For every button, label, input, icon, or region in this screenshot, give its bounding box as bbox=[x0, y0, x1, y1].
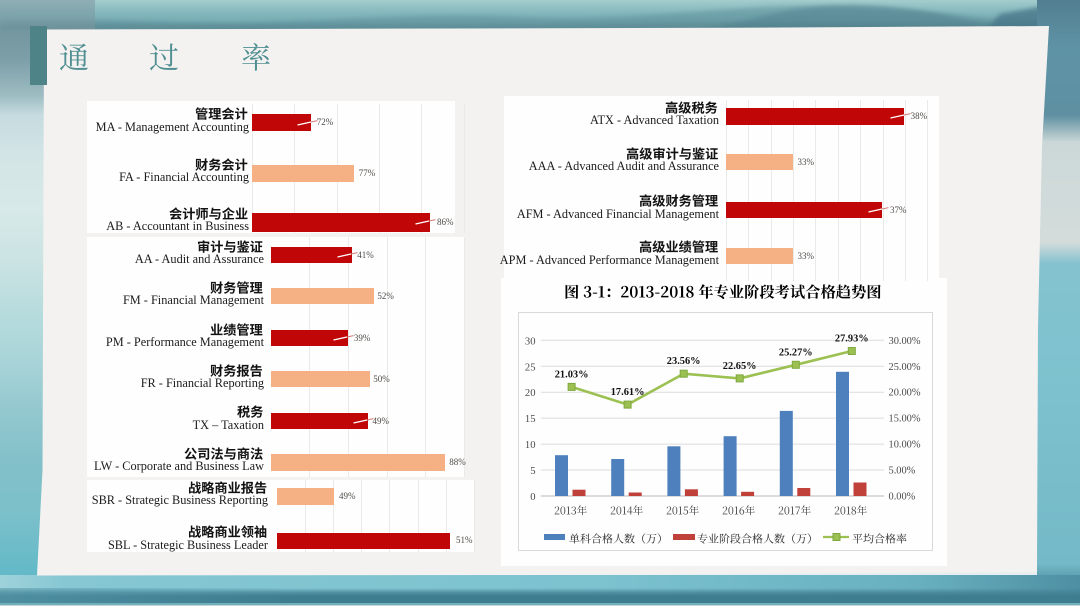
svg-text:0.00%: 0.00% bbox=[889, 492, 916, 503]
svg-text:21.03%: 21.03% bbox=[555, 369, 589, 380]
svg-text:25.00%: 25.00% bbox=[889, 362, 921, 373]
svg-text:20.00%: 20.00% bbox=[889, 388, 921, 399]
svg-text:30: 30 bbox=[525, 336, 536, 347]
svg-text:30.00%: 30.00% bbox=[889, 336, 921, 347]
svg-text:25: 25 bbox=[525, 362, 536, 373]
svg-text:15: 15 bbox=[525, 414, 536, 425]
svg-text:10.00%: 10.00% bbox=[889, 440, 921, 451]
svg-text:22.65%: 22.65% bbox=[723, 361, 757, 372]
svg-text:5.00%: 5.00% bbox=[889, 466, 916, 477]
svg-text:15.00%: 15.00% bbox=[889, 414, 921, 425]
svg-text:23.56%: 23.56% bbox=[667, 356, 701, 367]
svg-text:17.61%: 17.61% bbox=[611, 387, 645, 398]
svg-text:25.27%: 25.27% bbox=[779, 347, 813, 358]
svg-text:10: 10 bbox=[525, 440, 536, 451]
svg-text:0: 0 bbox=[530, 492, 535, 503]
svg-text:27.93%: 27.93% bbox=[835, 334, 869, 345]
svg-text:20: 20 bbox=[525, 388, 536, 399]
svg-text:5: 5 bbox=[530, 466, 535, 477]
